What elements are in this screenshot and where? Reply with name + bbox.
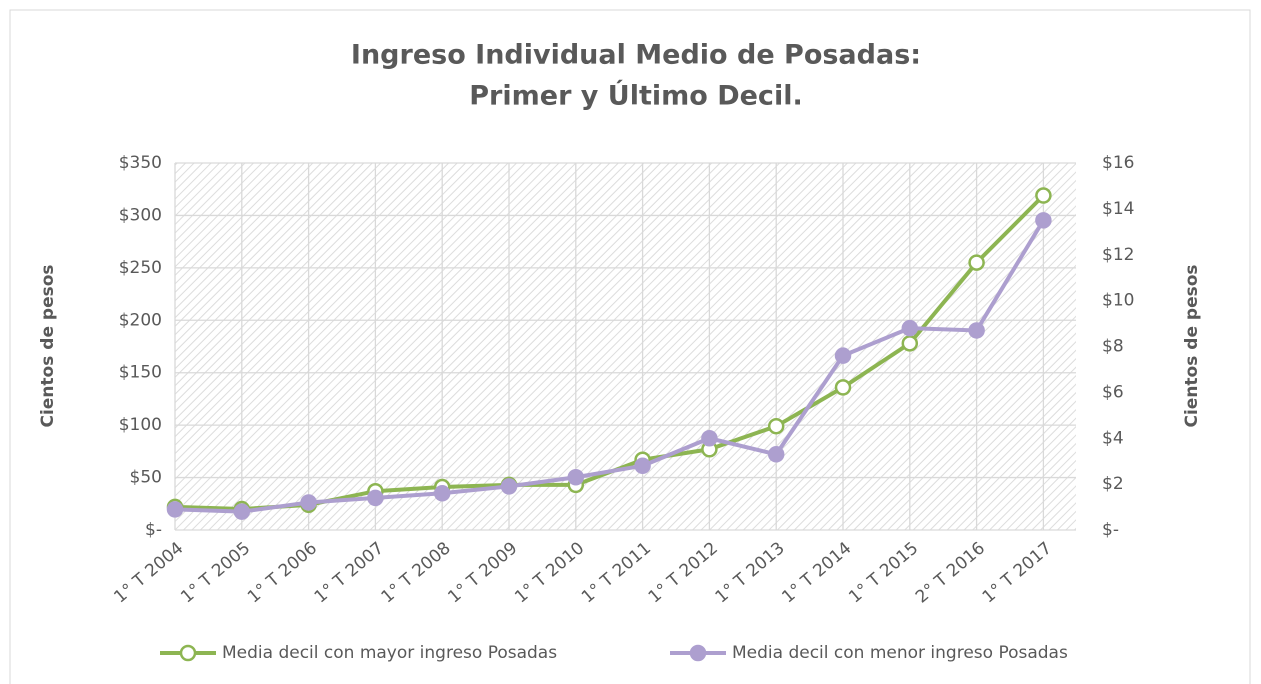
y-tick-label: $50 [130,468,162,488]
data-point [634,457,651,475]
y2-tick-label: $- [1102,520,1119,540]
data-point [701,430,718,447]
data-point [834,347,852,364]
data-point [1035,212,1052,229]
data-point [233,503,251,520]
data-point [1035,187,1052,204]
data-point [500,478,518,495]
y2-axis-title: Cientos de pesos [1182,264,1202,427]
chart-title: Primer y Último Decil. [469,80,802,112]
y-tick-label: $150 [119,363,162,383]
y2-tick-label: $6 [1102,382,1124,402]
y2-tick-label: $10 [1102,291,1134,311]
data-point [567,468,585,486]
y2-tick-label: $16 [1102,153,1134,173]
legend-marker [179,644,197,662]
y-tick-label: $100 [119,415,162,435]
data-point [767,417,785,435]
data-point [433,485,451,502]
legend-label: Media decil con mayor ingreso Posadas [222,643,557,663]
data-point [901,335,919,352]
data-point [166,501,184,518]
y2-tick-label: $4 [1102,428,1124,448]
y2-tick-label: $2 [1102,474,1124,494]
y-tick-label: $- [145,520,162,540]
legend-label: Media decil con menor ingreso Posadas [732,643,1068,663]
data-point [901,319,919,337]
data-point [968,254,985,271]
y-axis-title: Cientos de pesos [38,264,58,427]
data-point [300,494,317,511]
data-point [834,379,852,396]
y2-tick-label: $12 [1102,245,1134,265]
y-tick-label: $350 [119,153,162,173]
y-tick-label: $200 [119,310,162,330]
series-line [174,219,1046,514]
chart-title: Ingreso Individual Medio de Posadas: [351,40,921,71]
y-tick-label: $300 [119,205,162,225]
y2-tick-label: $14 [1102,199,1134,219]
data-point [367,489,384,507]
data-point [968,322,985,339]
y2-tick-label: $8 [1102,337,1124,357]
data-point [767,446,785,463]
legend-marker [689,644,707,662]
y-tick-label: $250 [119,258,162,278]
plot-area [175,163,1076,530]
